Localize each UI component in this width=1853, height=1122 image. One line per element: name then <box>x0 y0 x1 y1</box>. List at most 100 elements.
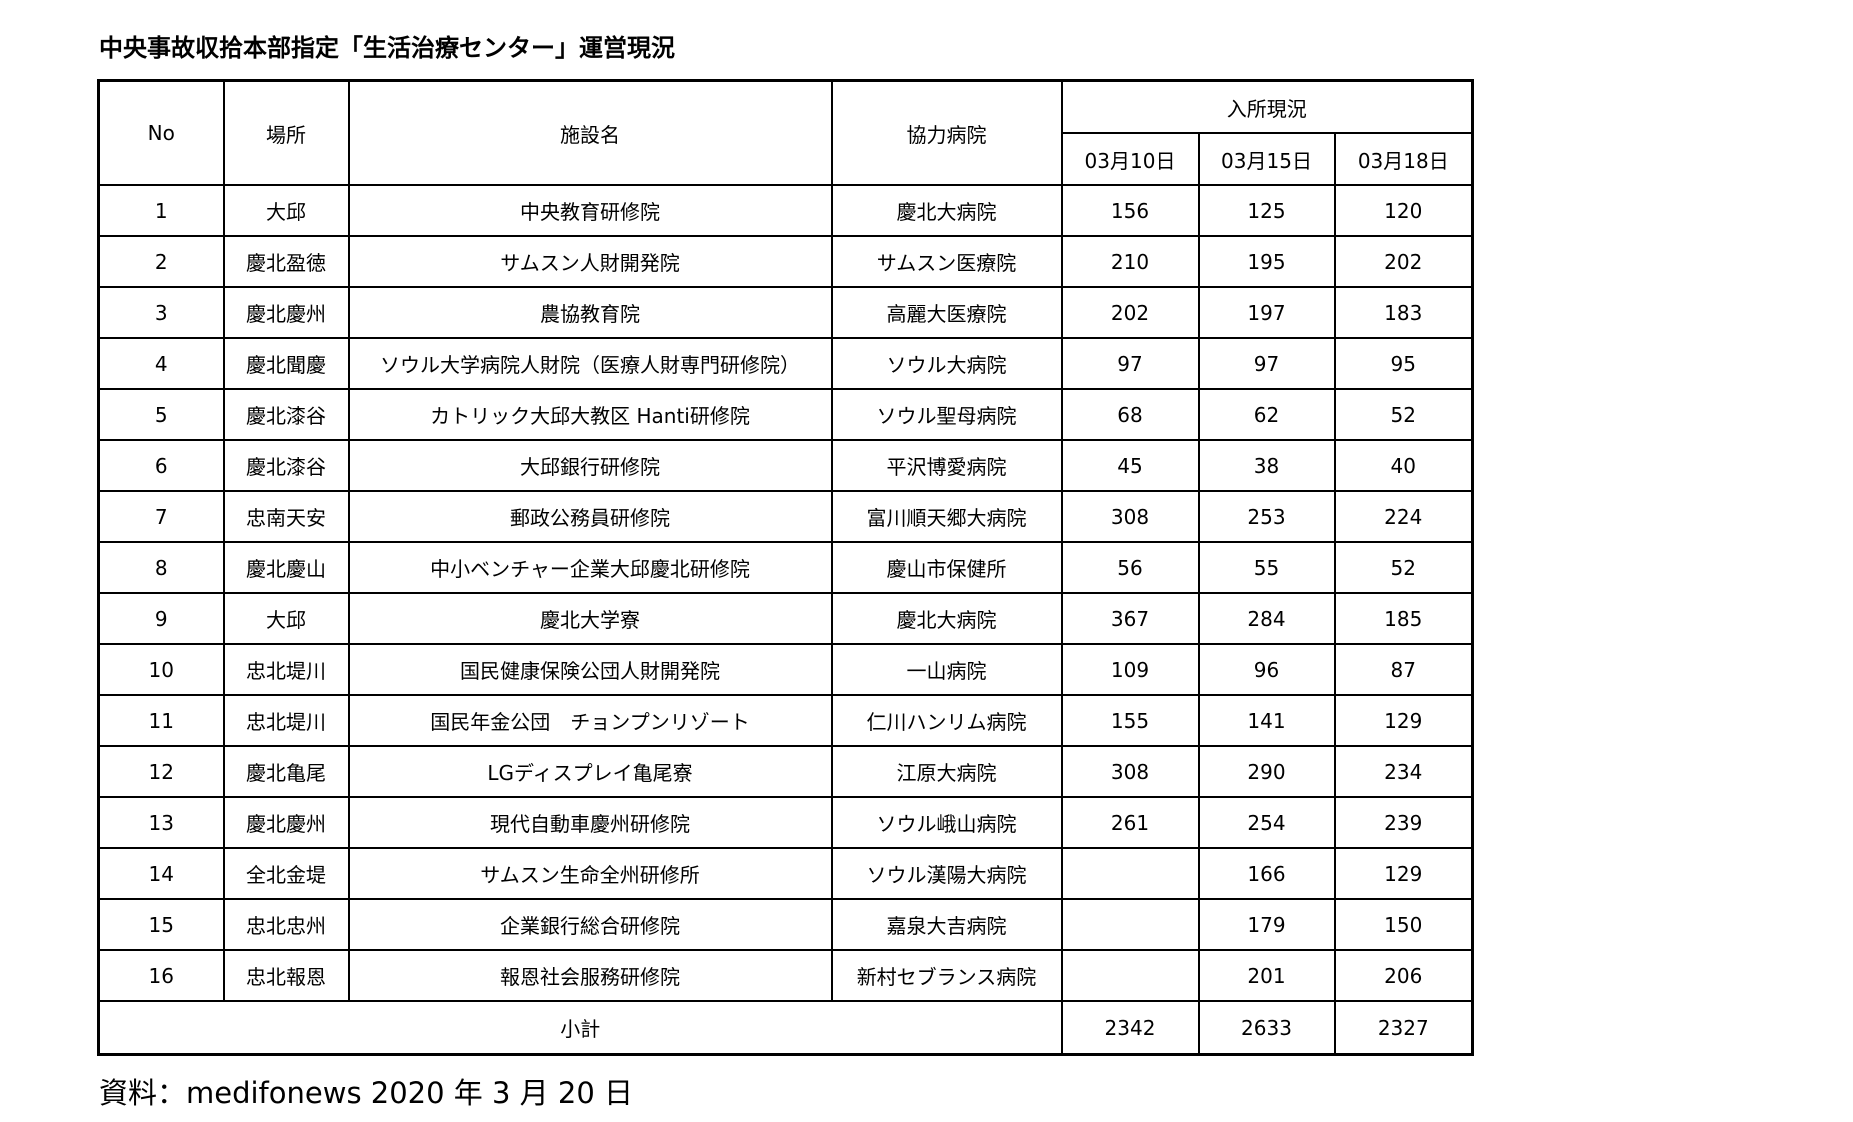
treatment-center-table: No 場所 施設名 協力病院 入所現況 03月10日 03月15日 03月18日… <box>97 79 1475 1056</box>
table-row: 3 慶北慶州 農協教育院 高麗大医療院 202 197 183 <box>97 286 1474 339</box>
cell-hospital: 新村セブランス病院 <box>830 949 1063 1002</box>
table-body: 1 大邱 中央教育研修院 慶北大病院 156 125 120 2 慶北盈徳 サムスン人財開発院 サム… <box>97 184 1474 1002</box>
cell-facility: 報恩社会服務研修院 <box>347 949 833 1002</box>
cell-location: 忠北報恩 <box>222 949 350 1002</box>
cell-date-1: 155 <box>1060 694 1200 747</box>
cell-hospital: 慶北大病院 <box>830 592 1063 645</box>
cell-location: 忠北堤川 <box>222 694 350 747</box>
cell-date-1: 68 <box>1060 388 1200 441</box>
table-row: 15 忠北忠州 企業銀行総合研修院 嘉泉大吉病院 179 150 <box>97 898 1474 951</box>
cell-date-2: 253 <box>1197 490 1336 543</box>
cell-no: 11 <box>97 694 225 747</box>
cell-date-2: 97 <box>1197 337 1336 390</box>
table-row: 5 慶北漆谷 カトリック大邱大教区 Hanti研修院 ソウル聖母病院 68 62 52 <box>97 388 1474 441</box>
header-no: No <box>97 79 225 186</box>
cell-location: 慶北慶山 <box>222 541 350 594</box>
cell-hospital: 高麗大医療院 <box>830 286 1063 339</box>
header-row-1: No 場所 施設名 協力病院 入所現況 <box>97 79 1474 186</box>
cell-date-2: 166 <box>1197 847 1336 900</box>
cell-date-2: 38 <box>1197 439 1336 492</box>
cell-location: 慶北慶州 <box>222 796 350 849</box>
cell-hospital: 慶山市保健所 <box>830 541 1063 594</box>
cell-date-3: 206 <box>1333 949 1474 1002</box>
cell-facility: カトリック大邱大教区 Hanti研修院 <box>347 388 833 441</box>
cell-hospital: ソウル聖母病院 <box>830 388 1063 441</box>
cell-no: 6 <box>97 439 225 492</box>
table-row: 12 慶北亀尾 LGディスプレイ亀尾寮 江原大病院 308 290 234 <box>97 745 1474 798</box>
cell-hospital: 仁川ハンリム病院 <box>830 694 1063 747</box>
subtotal-date-2: 2633 <box>1197 1000 1336 1056</box>
cell-no: 2 <box>97 235 225 288</box>
cell-no: 9 <box>97 592 225 645</box>
cell-date-3: 40 <box>1333 439 1474 492</box>
cell-date-1: 45 <box>1060 439 1200 492</box>
cell-date-1: 97 <box>1060 337 1200 390</box>
cell-no: 12 <box>97 745 225 798</box>
cell-location: 慶北漆谷 <box>222 388 350 441</box>
header-date-3: 03月18日 <box>1333 132 1474 186</box>
cell-date-3: 129 <box>1333 694 1474 747</box>
cell-facility: 中小ベンチャー企業大邱慶北研修院 <box>347 541 833 594</box>
cell-location: 慶北聞慶 <box>222 337 350 390</box>
cell-facility: ソウル大学病院人財院（医療人財専門研修院） <box>347 337 833 390</box>
cell-date-2: 55 <box>1197 541 1336 594</box>
cell-facility: 現代自動車慶州研修院 <box>347 796 833 849</box>
table-row: 14 全北金堤 サムスン生命全州研修所 ソウル漢陽大病院 166 129 <box>97 847 1474 900</box>
cell-facility: 郵政公務員研修院 <box>347 490 833 543</box>
cell-date-3: 52 <box>1333 388 1474 441</box>
table-row: 2 慶北盈徳 サムスン人財開発院 サムスン医療院 210 195 202 <box>97 235 1474 288</box>
cell-date-3: 129 <box>1333 847 1474 900</box>
cell-date-1: 56 <box>1060 541 1200 594</box>
cell-facility: LGディスプレイ亀尾寮 <box>347 745 833 798</box>
header-row-2: 03月10日 03月15日 03月18日 <box>99 132 1474 186</box>
cell-facility: 国民健康保険公団人財開発院 <box>347 643 833 696</box>
cell-hospital: 嘉泉大吉病院 <box>830 898 1063 951</box>
cell-hospital: 富川順天郷大病院 <box>830 490 1063 543</box>
subtotal-date-1: 2342 <box>1060 1000 1200 1056</box>
cell-date-3: 150 <box>1333 898 1474 951</box>
cell-no: 8 <box>97 541 225 594</box>
cell-date-2: 179 <box>1197 898 1336 951</box>
cell-date-3: 234 <box>1333 745 1474 798</box>
cell-no: 1 <box>97 184 225 237</box>
cell-date-3: 95 <box>1333 337 1474 390</box>
cell-hospital: ソウル漢陽大病院 <box>830 847 1063 900</box>
cell-date-1: 308 <box>1060 490 1200 543</box>
cell-no: 10 <box>97 643 225 696</box>
cell-hospital: サムスン医療院 <box>830 235 1063 288</box>
header-date-2: 03月15日 <box>1197 132 1336 186</box>
cell-date-1: 202 <box>1060 286 1200 339</box>
subtotal-label: 小計 <box>97 1000 1063 1056</box>
header-date-1: 03月10日 <box>1060 132 1200 186</box>
cell-date-2: 96 <box>1197 643 1336 696</box>
source-note: 資料：medifonews 2020 年 3 月 20 日 <box>99 1076 634 1110</box>
cell-date-1: 308 <box>1060 745 1200 798</box>
cell-no: 7 <box>97 490 225 543</box>
table-row: 16 忠北報恩 報恩社会服務研修院 新村セブランス病院 201 206 <box>97 949 1474 1002</box>
cell-date-2: 201 <box>1197 949 1336 1002</box>
cell-facility: 大邱銀行研修院 <box>347 439 833 492</box>
cell-hospital: 慶北大病院 <box>830 184 1063 237</box>
table-row: 13 慶北慶州 現代自動車慶州研修院 ソウル峨山病院 261 254 239 <box>97 796 1474 849</box>
subtotal-section: 小計 2342 2633 2327 <box>97 1000 1474 1056</box>
cell-date-1: 156 <box>1060 184 1200 237</box>
cell-location: 慶北慶州 <box>222 286 350 339</box>
cell-date-2: 195 <box>1197 235 1336 288</box>
cell-date-2: 290 <box>1197 745 1336 798</box>
cell-no: 13 <box>97 796 225 849</box>
cell-date-1: 109 <box>1060 643 1200 696</box>
cell-hospital: 平沢博愛病院 <box>830 439 1063 492</box>
cell-facility: 農協教育院 <box>347 286 833 339</box>
table-row: 11 忠北堤川 国民年金公団 チョンプンリゾート 仁川ハンリム病院 155 141 129 <box>97 694 1474 747</box>
table-row: 6 慶北漆谷 大邱銀行研修院 平沢博愛病院 45 38 40 <box>97 439 1474 492</box>
subtotal-date-3: 2327 <box>1333 1000 1474 1056</box>
table-header: No 場所 施設名 協力病院 入所現況 03月10日 03月15日 03月18日 <box>97 79 1474 186</box>
table-row: 4 慶北聞慶 ソウル大学病院人財院（医療人財専門研修院） ソウル大病院 97 97 95 <box>97 337 1474 390</box>
table-row: 10 忠北堤川 国民健康保険公団人財開発院 一山病院 109 96 87 <box>97 643 1474 696</box>
cell-date-3: 87 <box>1333 643 1474 696</box>
header-location: 場所 <box>222 79 350 186</box>
cell-location: 忠北忠州 <box>222 898 350 951</box>
table-row: 1 大邱 中央教育研修院 慶北大病院 156 125 120 <box>97 184 1474 237</box>
page-title: 中央事故収拾本部指定「生活治療センター」運営現況 <box>99 34 675 62</box>
page: 中央事故収拾本部指定「生活治療センター」運営現況 No 場所 施設名 協力病院 … <box>97 28 1475 1112</box>
